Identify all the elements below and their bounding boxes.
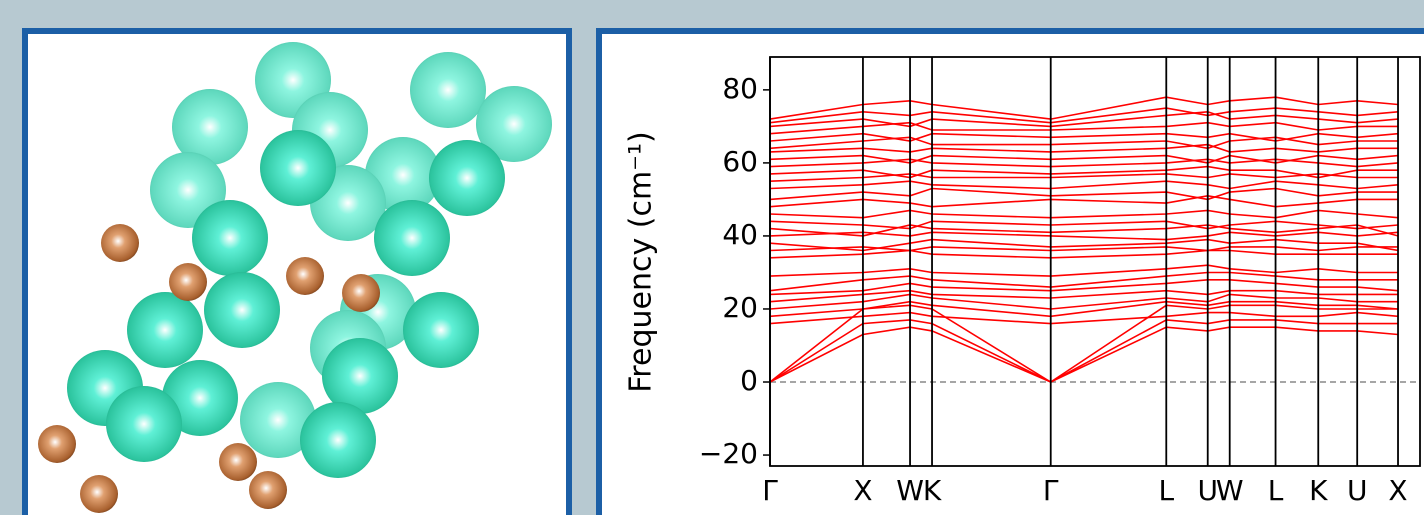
x-tick-label: Γ [762, 474, 778, 507]
x-tick-label: L [1158, 474, 1174, 507]
structure-panel [25, 31, 569, 515]
x-tick-label: X [853, 474, 872, 507]
x-tick-label: W [1216, 474, 1244, 507]
y-tick-label: 40 [722, 218, 758, 251]
y-tick-label: 60 [722, 145, 758, 178]
y-tick-label: 80 [722, 72, 758, 105]
x-tick-label: L [1268, 474, 1284, 507]
y-tick-label: 0 [740, 364, 758, 397]
x-tick-label: K [1309, 474, 1328, 507]
y-axis-label: Frequency (cm⁻¹) [624, 131, 659, 393]
screen: Frequency (cm⁻¹) ΓXWKΓLUWLKUX−2002040608… [0, 0, 1424, 515]
x-tick-label: K [923, 474, 942, 507]
x-tick-label: U [1347, 474, 1368, 507]
x-tick-label: X [1388, 474, 1407, 507]
x-tick-label: Γ [1043, 474, 1059, 507]
x-tick-label: W [896, 474, 924, 507]
page: Frequency (cm⁻¹) ΓXWKΓLUWLKUX−2002040608… [0, 0, 1424, 515]
y-tick-label: 20 [722, 291, 758, 324]
y-tick-label: −20 [699, 437, 758, 470]
